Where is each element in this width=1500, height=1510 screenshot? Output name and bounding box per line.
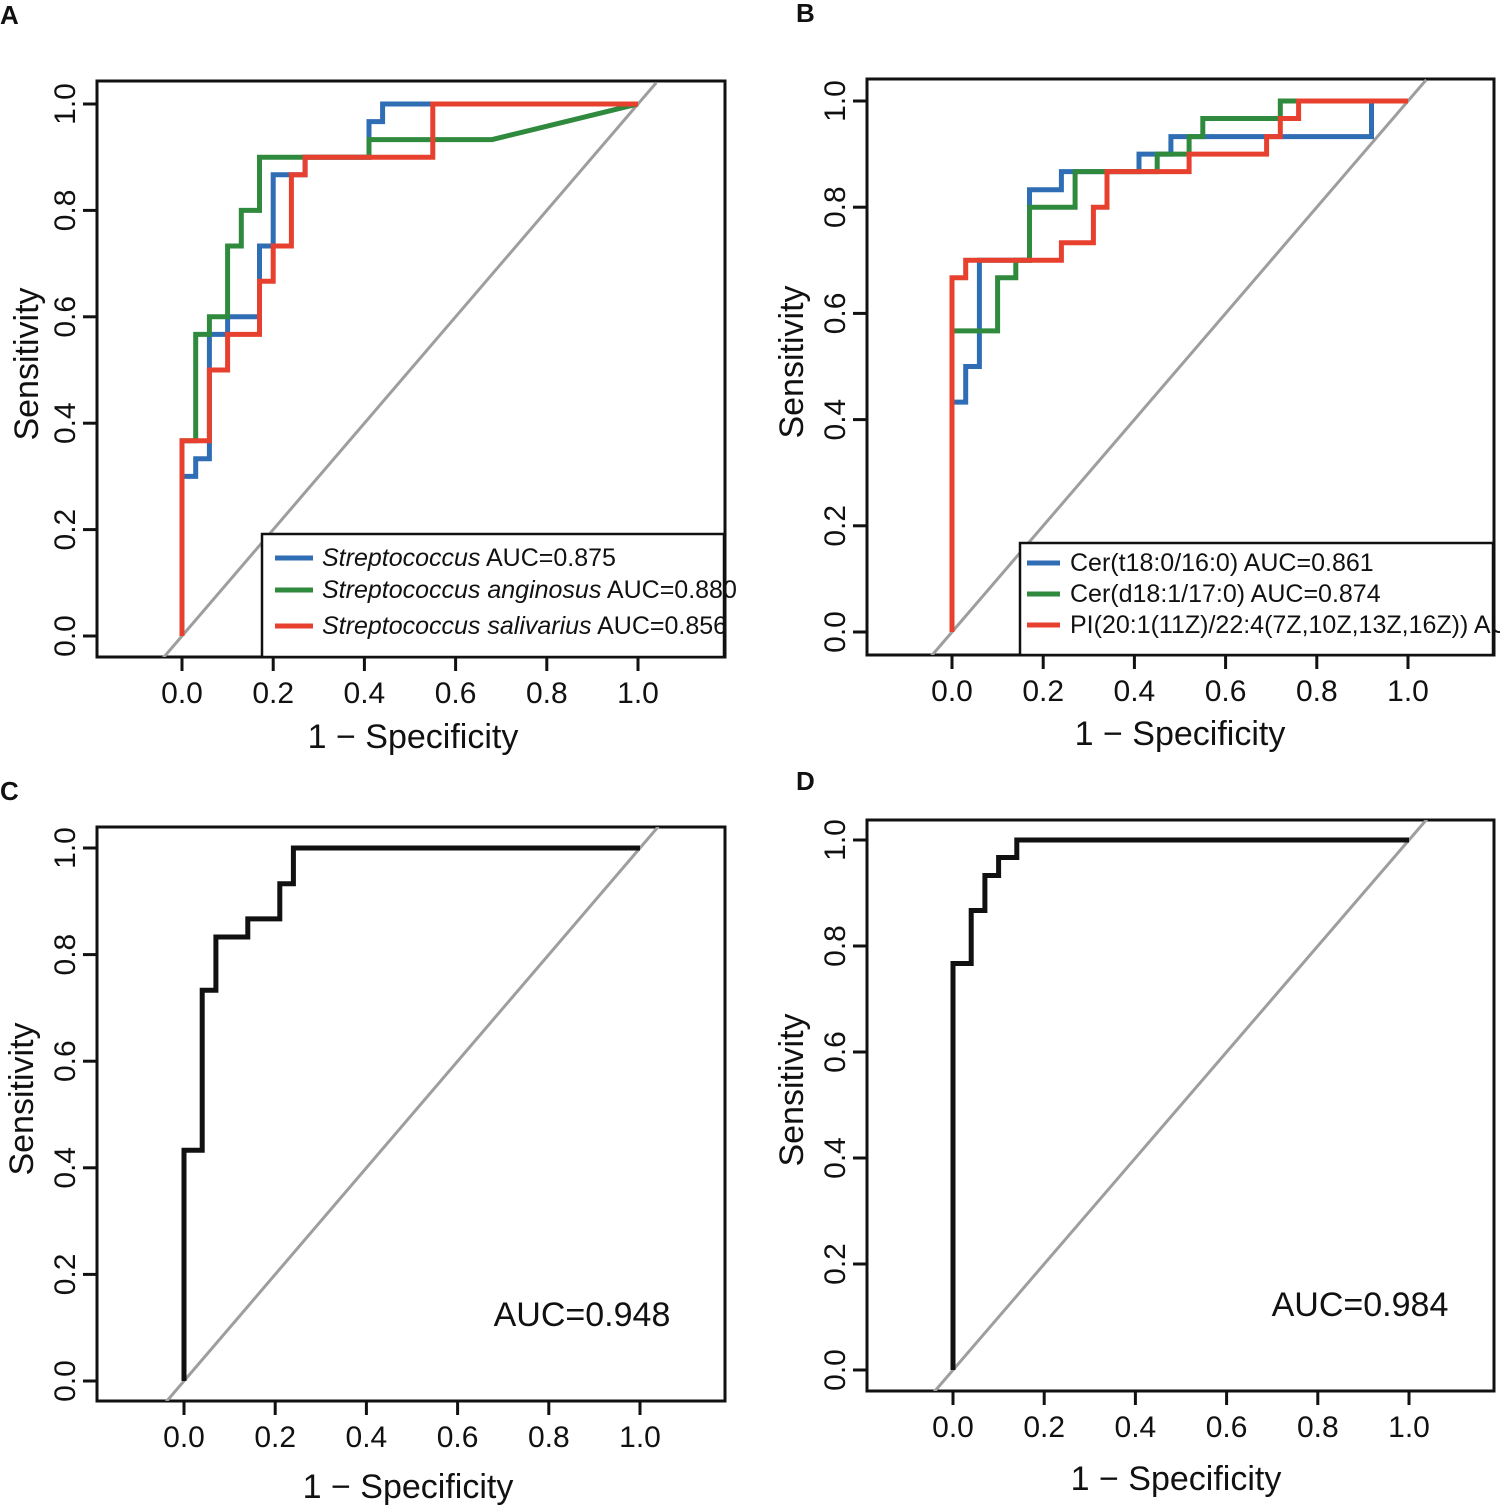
panel-label: B xyxy=(796,0,815,28)
panel-label: A xyxy=(0,0,19,30)
y-tick-label: 0.8 xyxy=(819,925,852,967)
y-tick-label: 0.0 xyxy=(49,1360,82,1402)
x-tick-label: 0.4 xyxy=(344,677,386,710)
y-tick-label: 1.0 xyxy=(819,80,852,122)
roc-panel-d: D 0.0 0.2 0.4 0.6 0.8 1.0 0.0 0.2 0.4 0.6 0.8 1.0 1 −… xyxy=(773,766,1496,1498)
y-axis-label: Sensitivity xyxy=(8,287,46,440)
roc-curve-2 xyxy=(949,98,1408,632)
y-tick-label: 0.4 xyxy=(49,1147,82,1189)
y-tick-label: 0.8 xyxy=(49,934,82,976)
y-axis-label: Sensitivity xyxy=(3,1022,41,1175)
x-tick-label: 0.8 xyxy=(528,1421,570,1454)
x-tick-label: 0.0 xyxy=(163,1421,205,1454)
reference-diagonal xyxy=(930,79,1428,655)
plot-frame xyxy=(95,825,727,1403)
roc-curve-3 xyxy=(179,101,638,636)
y-tick-label: 0.8 xyxy=(819,186,852,228)
x-tick-label: 0.0 xyxy=(161,677,203,710)
x-axis-label: 1 − Specificity xyxy=(303,1468,514,1506)
auc-annotation: AUC=0.948 xyxy=(494,1296,671,1334)
legend-entry: Cer(t18:0/16:0) AUC=0.861 xyxy=(1070,549,1374,577)
x-tick-label: 0.2 xyxy=(254,1421,296,1454)
legend-entry: Cer(d18:1/17:0) AUC=0.874 xyxy=(1070,580,1381,608)
y-tick-label: 1.0 xyxy=(49,827,82,869)
x-tick-label: 0.0 xyxy=(932,1411,974,1444)
legend-box xyxy=(260,532,726,659)
x-tick-label: 0.2 xyxy=(1022,675,1064,708)
legend-entry: PI(20:1(11Z)/22:4(7Z,10Z,13Z,16Z)) AUC=0… xyxy=(1070,611,1500,639)
x-tick-label: 0.0 xyxy=(931,675,973,708)
y-tick-label: 0.6 xyxy=(819,293,852,335)
y-tick-label: 0.6 xyxy=(819,1031,852,1073)
panel-label: D xyxy=(796,766,815,796)
x-tick-label: 0.6 xyxy=(1205,675,1247,708)
x-tick-label: 0.6 xyxy=(1206,1411,1248,1444)
x-axis-label: 1 − Specificity xyxy=(308,718,519,756)
y-axis-label: Sensitivity xyxy=(773,1013,811,1166)
legend-box xyxy=(1018,541,1495,657)
auc-annotation: AUC=0.984 xyxy=(1272,1286,1449,1324)
reference-diagonal xyxy=(932,820,1429,1391)
y-tick-label: 0.6 xyxy=(49,1040,82,1082)
x-tick-label: 0.8 xyxy=(1296,675,1338,708)
x-tick-label: 0.6 xyxy=(437,1421,479,1454)
y-tick-label: 0.4 xyxy=(819,1137,852,1179)
x-tick-label: 1.0 xyxy=(617,677,659,710)
x-tick-label: 0.4 xyxy=(1115,1411,1157,1444)
y-tick-label: 0.2 xyxy=(819,1243,852,1285)
y-tick-label: 0.0 xyxy=(819,611,852,653)
x-tick-label: 1.0 xyxy=(1387,675,1429,708)
x-tick-label: 0.8 xyxy=(526,677,568,710)
legend-entry: Streptococcus anginosus AUC=0.880 xyxy=(322,576,737,604)
x-tick-label: 0.4 xyxy=(1114,675,1156,708)
x-tick-label: 0.6 xyxy=(435,677,477,710)
y-tick-label: 0.8 xyxy=(49,190,82,232)
legend: Streptococcus AUC=0.875 Streptococcus ang… xyxy=(260,532,737,659)
legend-entry: Streptococcus AUC=0.875 xyxy=(322,544,616,572)
roc-curve-1 xyxy=(950,837,1409,1370)
y-tick-label: 0.6 xyxy=(49,296,82,338)
x-tick-label: 0.8 xyxy=(1297,1411,1339,1444)
reference-diagonal xyxy=(164,827,660,1401)
x-tick-label: 1.0 xyxy=(619,1421,661,1454)
legend-entry: Streptococcus salivarius AUC=0.856 xyxy=(322,612,727,640)
y-axis-label: Sensitivity xyxy=(773,285,811,438)
y-tick-label: 0.2 xyxy=(819,505,852,547)
x-tick-label: 1.0 xyxy=(1388,1411,1430,1444)
roc-curve-1 xyxy=(179,101,638,636)
roc-panel-a: A 0.0 0.2 0.4 0.6 0.8 1.0 0.0 0.2 0.4 0.6 0.8 1.0 1 −… xyxy=(0,0,737,756)
y-tick-label: 0.4 xyxy=(819,399,852,441)
roc-curve-1 xyxy=(949,98,1408,632)
y-tick-label: 1.0 xyxy=(819,819,852,861)
y-tick-label: 0.2 xyxy=(49,509,82,551)
x-tick-label: 0.2 xyxy=(252,677,294,710)
panel-label: C xyxy=(0,776,19,806)
y-tick-label: 0.0 xyxy=(49,615,82,657)
roc-curve-1 xyxy=(181,845,640,1381)
x-tick-label: 0.4 xyxy=(346,1421,388,1454)
y-tick-label: 0.2 xyxy=(49,1254,82,1296)
roc-curve-3 xyxy=(949,98,1408,632)
y-tick-label: 0.0 xyxy=(819,1349,852,1391)
y-tick-label: 1.0 xyxy=(49,83,82,125)
y-tick-label: 0.4 xyxy=(49,402,82,444)
x-axis-label: 1 − Specificity xyxy=(1071,1460,1282,1498)
plot-frame xyxy=(865,818,1496,1393)
reference-diagonal xyxy=(162,81,658,657)
x-tick-label: 0.2 xyxy=(1023,1411,1065,1444)
legend: Cer(t18:0/16:0) AUC=0.861 Cer(d18:1/17:0)… xyxy=(1018,541,1500,657)
roc-panel-b: B 0.0 0.2 0.4 0.6 0.8 1.0 0.0 0.2 0.4 0.6 0.8 1.0 1 −… xyxy=(773,0,1500,753)
x-axis-label: 1 − Specificity xyxy=(1075,715,1286,753)
roc-curve-2 xyxy=(179,101,639,636)
roc-panel-c: C 0.0 0.2 0.4 0.6 0.8 1.0 0.0 0.2 0.4 0.6 0.8 1.0 1 −… xyxy=(0,776,727,1506)
